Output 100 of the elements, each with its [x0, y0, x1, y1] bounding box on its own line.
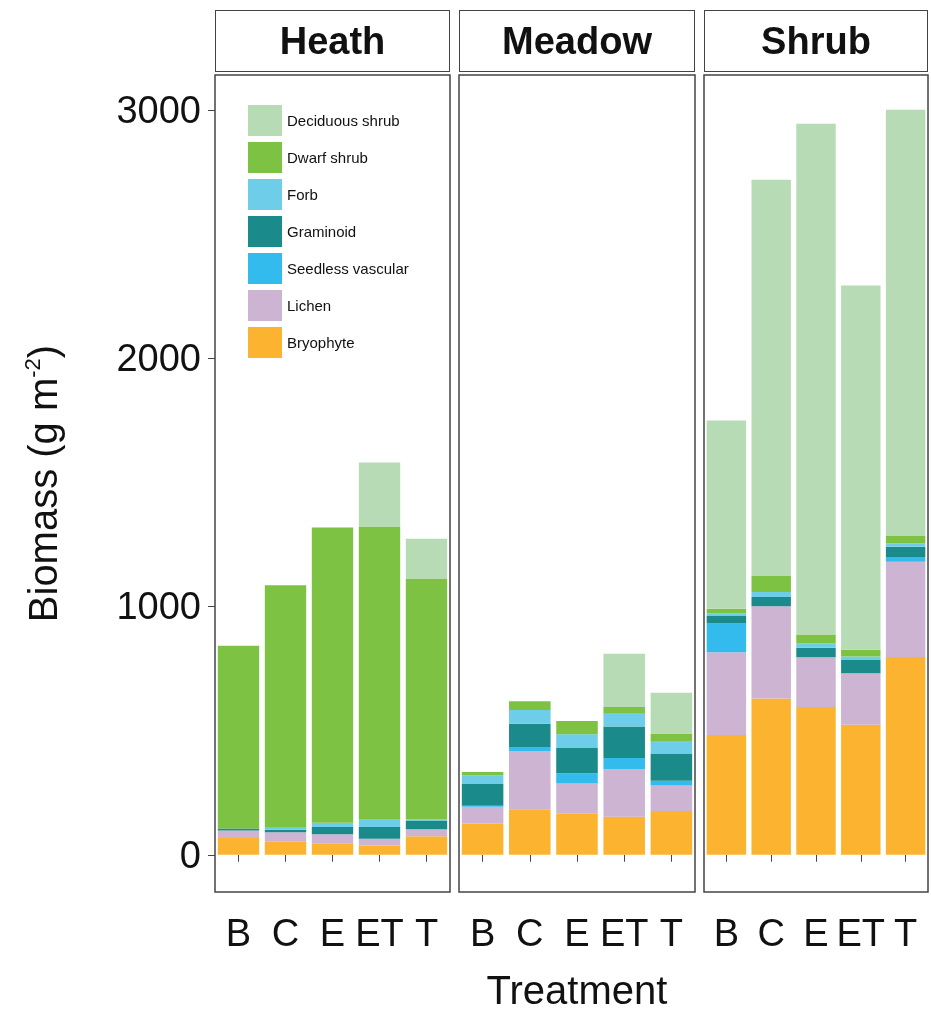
x-tick-label: T — [414, 912, 439, 954]
bar — [311, 834, 354, 844]
bar — [264, 841, 307, 855]
bar — [556, 747, 598, 774]
bar — [650, 785, 693, 812]
bar — [751, 179, 791, 576]
y-tick-label: 3000 — [116, 88, 201, 131]
bar — [796, 643, 836, 648]
bar — [885, 657, 926, 855]
bar — [509, 750, 551, 810]
bar — [885, 557, 926, 562]
bar — [217, 645, 260, 829]
bar — [556, 720, 598, 735]
bar — [461, 772, 504, 776]
x-tick-label: C — [271, 912, 300, 954]
bar — [706, 616, 747, 624]
bar — [841, 659, 881, 674]
chart-title: Heath — [215, 10, 450, 72]
bar — [841, 649, 881, 657]
bar — [358, 838, 401, 846]
bar — [751, 592, 791, 597]
bar — [650, 734, 693, 742]
x-tick-label: C — [757, 912, 785, 954]
y-tick-label: 1000 — [116, 585, 201, 628]
bar — [650, 811, 693, 855]
bar — [509, 746, 551, 751]
bar — [311, 527, 354, 823]
chart-title: Shrub — [704, 10, 928, 72]
bar — [841, 285, 881, 650]
x-tick-label: ET — [355, 912, 404, 954]
bar — [650, 753, 693, 781]
bar — [217, 838, 260, 855]
x-tick-label: B — [225, 912, 252, 954]
y-tick-label: 0 — [179, 833, 201, 876]
bar — [706, 652, 747, 736]
legend-label: Bryophyte — [287, 334, 355, 351]
x-tick-label: E — [319, 912, 346, 954]
bar — [706, 623, 747, 653]
bar — [556, 773, 598, 784]
bar — [358, 818, 401, 827]
bar — [796, 707, 836, 855]
bar — [405, 820, 448, 830]
bar — [885, 535, 926, 544]
legend-label: Deciduous shrub — [287, 112, 400, 129]
y-tick-label: 2000 — [116, 337, 201, 380]
bar — [796, 647, 836, 658]
bar — [796, 123, 836, 635]
bar — [217, 830, 260, 839]
chart-title: Meadow — [459, 10, 695, 72]
bar — [509, 709, 551, 724]
bar — [885, 546, 926, 558]
bar — [796, 634, 836, 644]
bar — [841, 673, 881, 725]
bar — [405, 538, 448, 579]
bar — [509, 701, 551, 710]
bar — [264, 585, 307, 828]
x-tick-label: T — [893, 912, 918, 954]
bar — [841, 724, 881, 855]
bar — [311, 822, 354, 827]
bar — [603, 707, 645, 714]
bar — [461, 806, 504, 824]
bar — [706, 613, 747, 617]
bar — [358, 845, 401, 855]
x-tick-label: B — [713, 912, 740, 954]
bar — [706, 420, 747, 609]
bar — [603, 757, 645, 770]
legend-label: Dwarf shrub — [287, 149, 368, 166]
x-tick-label: ET — [599, 912, 649, 954]
bar — [556, 813, 598, 855]
x-tick-label: E — [803, 912, 829, 954]
bar — [751, 596, 791, 607]
bar — [311, 826, 354, 835]
x-tick-label: E — [564, 912, 590, 954]
legend-label: Lichen — [287, 297, 332, 314]
bar — [405, 836, 448, 855]
bar — [603, 816, 645, 855]
bar — [311, 843, 354, 855]
bar — [358, 826, 401, 839]
bar — [556, 783, 598, 814]
bar — [358, 526, 401, 819]
x-tick-label: C — [516, 912, 544, 954]
bar — [603, 713, 645, 727]
bar — [885, 561, 926, 658]
bar — [751, 698, 791, 855]
bar — [405, 829, 448, 837]
legend-label: Seedless vascular — [287, 260, 409, 277]
bar — [509, 723, 551, 747]
bar — [461, 823, 504, 855]
x-tick-label: ET — [836, 912, 886, 954]
bar — [706, 735, 747, 855]
bar — [405, 578, 448, 820]
x-tick-label: T — [659, 912, 684, 954]
bar — [264, 832, 307, 842]
bar — [841, 656, 881, 660]
legend-label: Forb — [287, 186, 318, 203]
bar — [461, 775, 504, 784]
x-axis-title: Treatment — [486, 968, 668, 1012]
x-tick-label: B — [469, 912, 496, 954]
bar — [358, 462, 401, 527]
bar — [885, 543, 926, 547]
